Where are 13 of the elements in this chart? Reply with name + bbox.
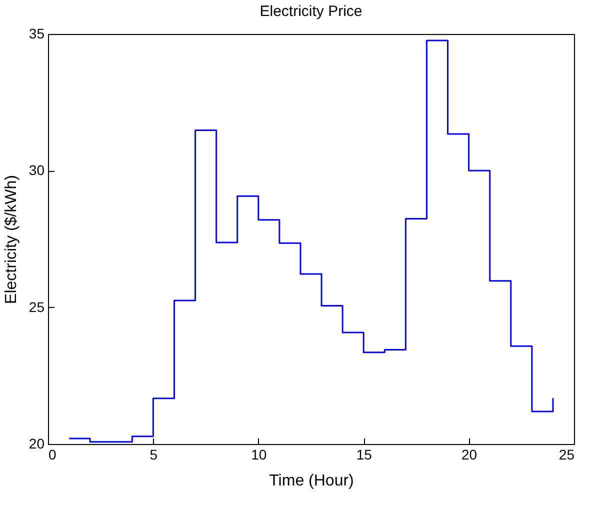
y-tick-label: 20: [28, 436, 45, 452]
x-tick-label: 0: [48, 446, 56, 462]
x-tick-label: 20: [462, 446, 478, 462]
x-tick-label: 10: [251, 446, 267, 462]
x-tick-label: 15: [356, 446, 372, 462]
x-tick-label: 5: [150, 446, 158, 462]
y-tick-label: 25: [28, 298, 45, 315]
chart-title: Electricity Price: [260, 3, 362, 20]
y-tick-label: 30: [28, 162, 45, 178]
y-tick-label: 35: [28, 26, 45, 42]
y-axis-title: Electricity ($/kWh): [2, 175, 20, 304]
x-axis-title: Time (Hour): [269, 472, 354, 490]
x-tick-label: 25: [558, 446, 575, 462]
